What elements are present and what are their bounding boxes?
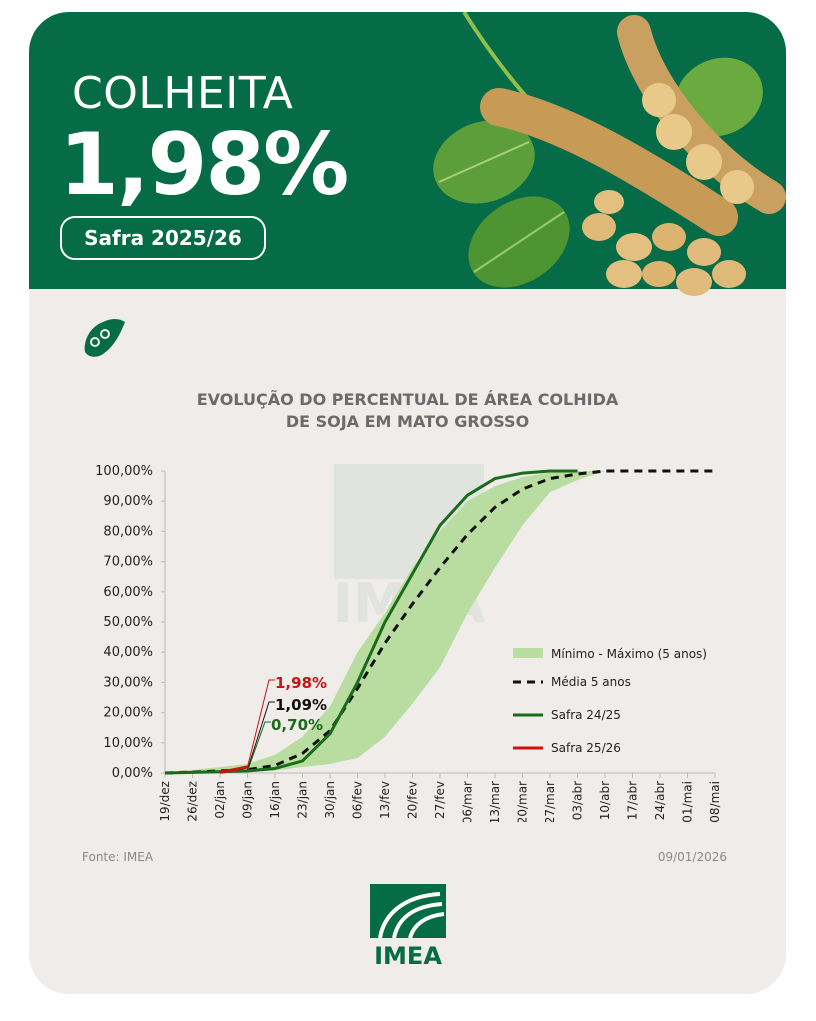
x-tick-label: 27/fev <box>433 781 447 819</box>
x-tick-label: 03/abr <box>571 781 585 820</box>
x-tick-label: 10/abr <box>598 781 612 820</box>
y-tick-label: 50,00% <box>103 615 153 630</box>
harvest-percentage: 1,98% <box>59 115 349 215</box>
svg-text:IMEA: IMEA <box>374 942 442 966</box>
x-tick-label: 08/mai <box>708 781 722 822</box>
harvest-chart: IMEA 0,00%10,00%20,00%30,00%40,00%50,00%… <box>95 464 722 822</box>
y-tick-label: 100,00% <box>95 464 153 479</box>
y-tick-label: 60,00% <box>103 585 153 600</box>
x-tick-label: 06/mar <box>461 781 475 822</box>
x-tick-label: 27/mar <box>543 781 557 822</box>
legend-label-safra-2526-line: Safra 25/26 <box>551 741 621 755</box>
header-kicker: COLHEITA <box>72 68 294 119</box>
x-tick-label: 01/mai <box>681 781 695 822</box>
x-tick-label: 24/abr <box>653 781 667 820</box>
soybean-pod-icon <box>84 319 125 357</box>
infographic-card: COLHEITA 1,98% Safra 2025/26 <box>29 12 786 994</box>
media-5-anos-line <box>164 469 715 775</box>
annotation-media: 1,09% <box>275 696 327 714</box>
annotation-safra-2526: 1,98% <box>275 674 327 692</box>
x-tick-label: 13/mar <box>488 781 502 822</box>
legend-label-band: Mínimo - Máximo (5 anos) <box>551 647 707 661</box>
y-tick-label: 10,00% <box>103 736 153 751</box>
imea-logo: IMEA <box>370 884 446 966</box>
publication-date: 09/01/2026 <box>657 850 727 864</box>
header-banner: COLHEITA 1,98% Safra 2025/26 <box>29 12 786 296</box>
annotation-safra-2425-leader <box>247 721 271 772</box>
safra-badge: Safra 2025/26 <box>60 216 266 260</box>
x-tick-label: 26/dez <box>186 781 200 822</box>
x-tick-label: 06/fev <box>351 781 365 819</box>
x-tick-label: 23/jan <box>296 781 310 819</box>
legend-label-safra-2425-line: Safra 24/25 <box>551 708 621 722</box>
legend-swatch-band <box>513 648 543 658</box>
x-tick-label: 20/fev <box>406 781 420 819</box>
x-tick-label: 09/jan <box>241 781 255 819</box>
y-tick-label: 90,00% <box>103 494 153 509</box>
x-tick-label: 30/jan <box>323 781 337 819</box>
y-tick-label: 0,00% <box>112 766 153 781</box>
x-tick-label: 19/dez <box>158 781 172 822</box>
x-tick-label: 16/jan <box>268 781 282 819</box>
chart-title-line-2: DE SOJA EM MATO GROSSO <box>285 412 530 431</box>
legend-label-media-5-anos-line: Média 5 anos <box>551 675 631 689</box>
y-tick-label: 30,00% <box>103 675 153 690</box>
x-tick-label: 13/fev <box>378 781 392 819</box>
y-tick-label: 80,00% <box>103 524 153 539</box>
safra-2425-line <box>164 469 578 775</box>
min-max-band <box>165 471 715 773</box>
source-note: Fonte: IMEA <box>82 850 154 864</box>
y-tick-label: 40,00% <box>103 645 153 660</box>
safra-2526-line <box>219 765 248 774</box>
annotation-safra-2526-leader <box>247 679 275 768</box>
y-tick-label: 20,00% <box>103 706 153 721</box>
x-tick-label: 17/abr <box>626 781 640 820</box>
annotation-safra-2425: 0,70% <box>271 716 323 734</box>
x-tick-label: 02/jan <box>213 781 227 819</box>
soybean-illustration <box>433 12 786 296</box>
x-tick-label: 20/mar <box>516 781 530 822</box>
chart-title-line-1: EVOLUÇÃO DO PERCENTUAL DE ÁREA COLHIDA <box>196 390 619 409</box>
annotation-media-leader <box>247 701 275 770</box>
y-tick-label: 70,00% <box>103 555 153 570</box>
